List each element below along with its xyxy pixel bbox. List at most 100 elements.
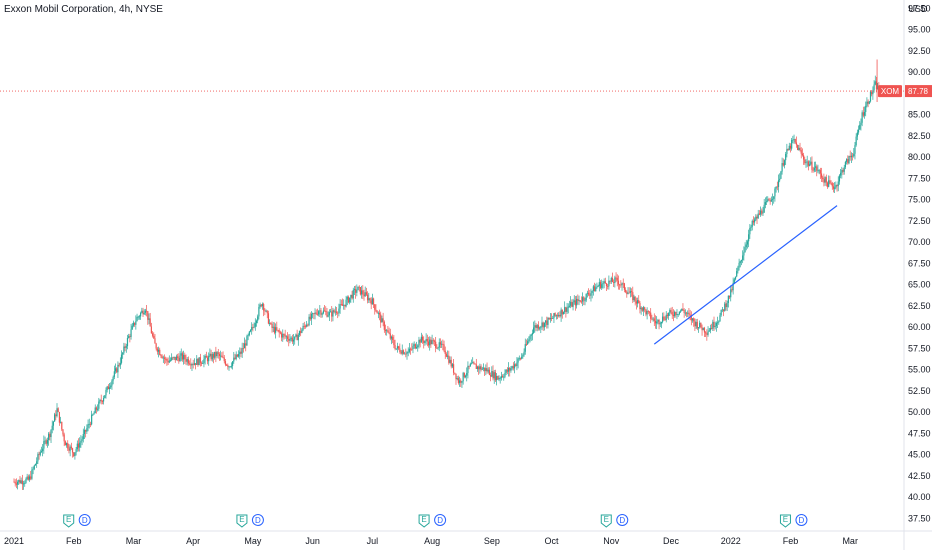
candle-body xyxy=(707,331,709,335)
candle-body xyxy=(335,311,338,313)
candle-body xyxy=(423,340,425,343)
candle-body xyxy=(635,301,637,304)
candle-body xyxy=(668,312,670,316)
candle-body xyxy=(33,465,35,469)
candle-body xyxy=(758,213,761,215)
candle-body xyxy=(190,364,192,366)
candle-body xyxy=(332,310,334,317)
candle-body xyxy=(112,376,114,381)
candle-body xyxy=(235,354,237,359)
candle-body xyxy=(361,290,363,295)
candle-body xyxy=(452,364,455,373)
candle-body xyxy=(454,372,456,374)
candle-body xyxy=(480,366,482,370)
candle-body xyxy=(193,363,195,365)
y-tick-label: 70.00 xyxy=(908,237,931,247)
candle-body xyxy=(49,433,51,438)
candle-body xyxy=(424,340,426,343)
candle-body xyxy=(77,443,80,448)
candle-body xyxy=(630,291,633,293)
candle-body xyxy=(215,351,217,357)
dividend-badge-label: D xyxy=(82,516,88,525)
candle-body xyxy=(436,347,438,349)
candle-body xyxy=(265,310,267,312)
candle-body xyxy=(782,163,784,166)
candle-body xyxy=(40,451,43,453)
candle-body xyxy=(764,202,766,205)
candle-body xyxy=(671,311,673,315)
candle-body xyxy=(607,286,609,287)
candle-body xyxy=(208,355,210,362)
candle-body xyxy=(345,299,347,307)
candle-body xyxy=(224,361,227,365)
candle-body xyxy=(724,303,726,311)
candle-body xyxy=(679,310,682,312)
candle-body xyxy=(718,321,720,323)
candle-body xyxy=(88,423,90,425)
candle-body xyxy=(217,352,219,354)
candle-body xyxy=(258,307,260,317)
candle-body xyxy=(316,313,319,315)
candle-body xyxy=(860,122,862,125)
candle-body xyxy=(642,307,645,311)
dividend-badge xyxy=(434,514,447,526)
candle-body xyxy=(535,325,537,328)
candle-body xyxy=(253,326,255,328)
candle-body xyxy=(404,353,406,355)
candle-body xyxy=(181,353,184,360)
candle-body xyxy=(807,161,809,166)
candle-body xyxy=(184,354,186,360)
candle-body xyxy=(599,282,602,288)
candle-body xyxy=(306,324,308,327)
candle-body xyxy=(141,310,143,313)
candle-body xyxy=(157,349,160,352)
candle-body xyxy=(608,280,610,287)
candle-body xyxy=(470,363,473,365)
candle-body xyxy=(232,361,234,366)
candle-body xyxy=(372,298,375,305)
candle-body xyxy=(528,339,530,342)
candle-body xyxy=(36,461,38,465)
y-tick-label: 37.50 xyxy=(908,513,931,523)
candle-body xyxy=(230,365,233,367)
candle-body xyxy=(771,198,774,200)
candle-body xyxy=(295,334,297,337)
dividend-badge-label: D xyxy=(619,516,625,525)
candle-body xyxy=(835,185,837,188)
candle-body xyxy=(757,213,759,219)
candle-body xyxy=(657,320,659,322)
candle-body xyxy=(291,337,293,342)
candle-body xyxy=(167,361,169,363)
candle-body xyxy=(817,170,819,172)
candle-body xyxy=(279,332,281,334)
candle-body xyxy=(555,315,557,317)
candle-body xyxy=(524,344,526,352)
candle-body xyxy=(62,429,64,435)
candle-body xyxy=(447,355,449,357)
candle-body xyxy=(132,322,135,326)
y-tick-label: 65.00 xyxy=(908,280,931,290)
candle-body xyxy=(622,283,624,285)
candle-body xyxy=(99,399,101,402)
candle-body xyxy=(716,322,719,324)
candle-body xyxy=(137,316,139,318)
candle-body xyxy=(651,318,653,320)
candle-body xyxy=(200,362,203,364)
candle-body xyxy=(850,155,852,158)
candle-body xyxy=(531,332,534,335)
candle-body xyxy=(346,296,348,300)
candle-body xyxy=(862,112,864,116)
candle-body xyxy=(775,186,777,189)
candle-body xyxy=(314,312,316,314)
candle-body xyxy=(412,345,414,350)
candle-body xyxy=(818,170,820,171)
candle-body xyxy=(829,180,831,183)
candle-body xyxy=(300,331,302,333)
candle-body xyxy=(808,164,811,166)
candle-body xyxy=(754,219,756,223)
candle-body xyxy=(605,283,608,287)
y-tick-label: 40.00 xyxy=(908,492,931,502)
candle-body xyxy=(715,322,717,326)
candle-body xyxy=(689,314,691,316)
